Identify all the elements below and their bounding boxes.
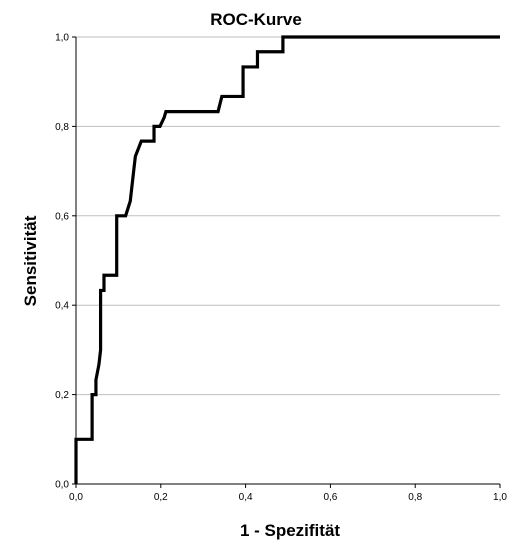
y-axis-label: Sensitivität: [21, 215, 40, 306]
x-tick-label: 0,8: [408, 492, 422, 503]
chart-title: ROC-Kurve: [210, 10, 302, 29]
x-tick-label: 0,0: [69, 492, 83, 503]
x-axis-label: 1 - Spezifität: [240, 521, 340, 540]
y-tick-labels: 0,0 0,2 0,4 0,6 0,8 1,0: [55, 33, 69, 491]
gridlines: [76, 36, 500, 396]
axes: [72, 36, 501, 488]
x-tick-label: 0,4: [239, 492, 253, 503]
x-tick-label: 0,2: [154, 492, 168, 503]
y-tick-label: 0,4: [55, 301, 69, 312]
roc-curve-line: [74, 35, 500, 484]
x-tick-labels: 0,0 0,2 0,4 0,6 0,8 1,0: [69, 492, 507, 503]
y-tick-label: 0,6: [55, 211, 69, 222]
y-tick-label: 0,2: [55, 390, 69, 401]
x-tick-label: 1,0: [493, 492, 507, 503]
y-tick-label: 1,0: [55, 33, 69, 44]
y-tick-label: 0,0: [55, 480, 69, 491]
y-tick-label: 0,8: [55, 122, 69, 133]
x-tick-label: 0,6: [323, 492, 337, 503]
